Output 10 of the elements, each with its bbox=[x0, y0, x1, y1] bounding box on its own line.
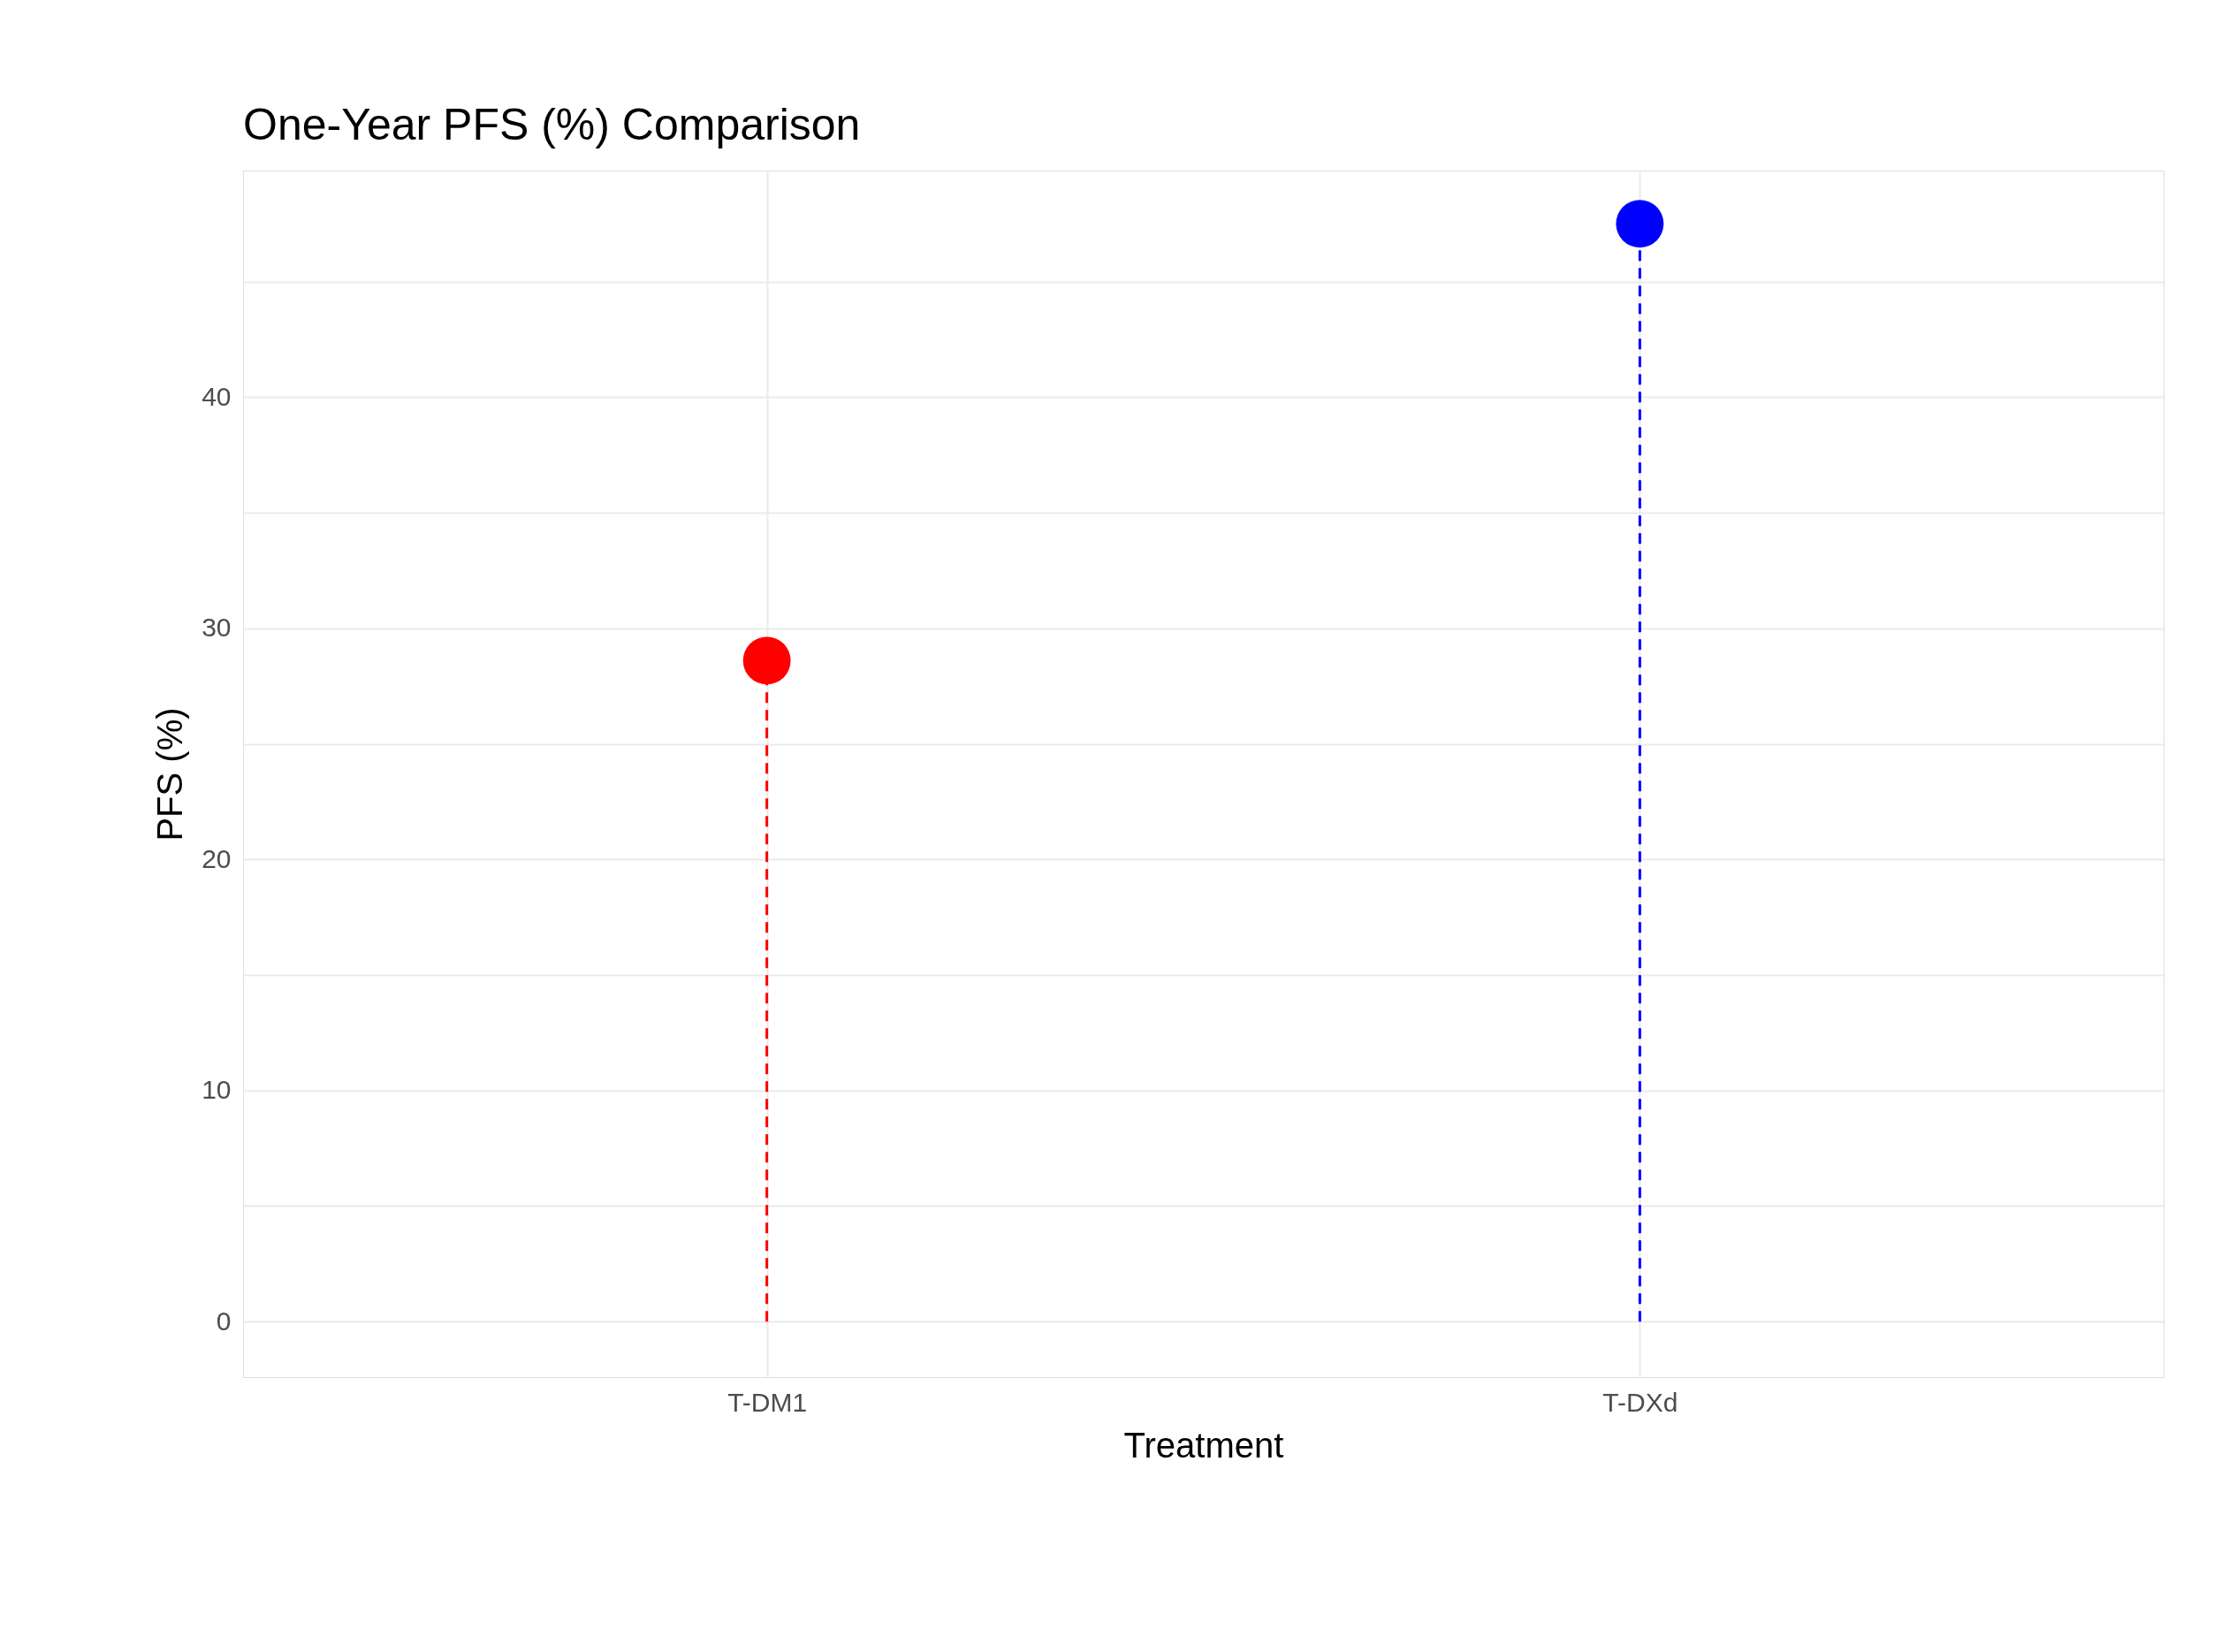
y-tick-label: 40 bbox=[202, 381, 232, 411]
x-tick-label: T-DM1 bbox=[727, 1387, 808, 1417]
y-axis-title: PFS (%) bbox=[150, 707, 190, 841]
chart-title: One-Year PFS (%) Comparison bbox=[243, 100, 861, 149]
x-tick-label: T-DXd bbox=[1602, 1387, 1678, 1417]
y-tick-label: 0 bbox=[216, 1306, 232, 1336]
y-tick-label: 30 bbox=[202, 613, 232, 643]
y-tick-label: 20 bbox=[202, 843, 232, 873]
x-axis-title: Treatment bbox=[1123, 1425, 1284, 1465]
y-tick-label: 10 bbox=[202, 1075, 232, 1105]
